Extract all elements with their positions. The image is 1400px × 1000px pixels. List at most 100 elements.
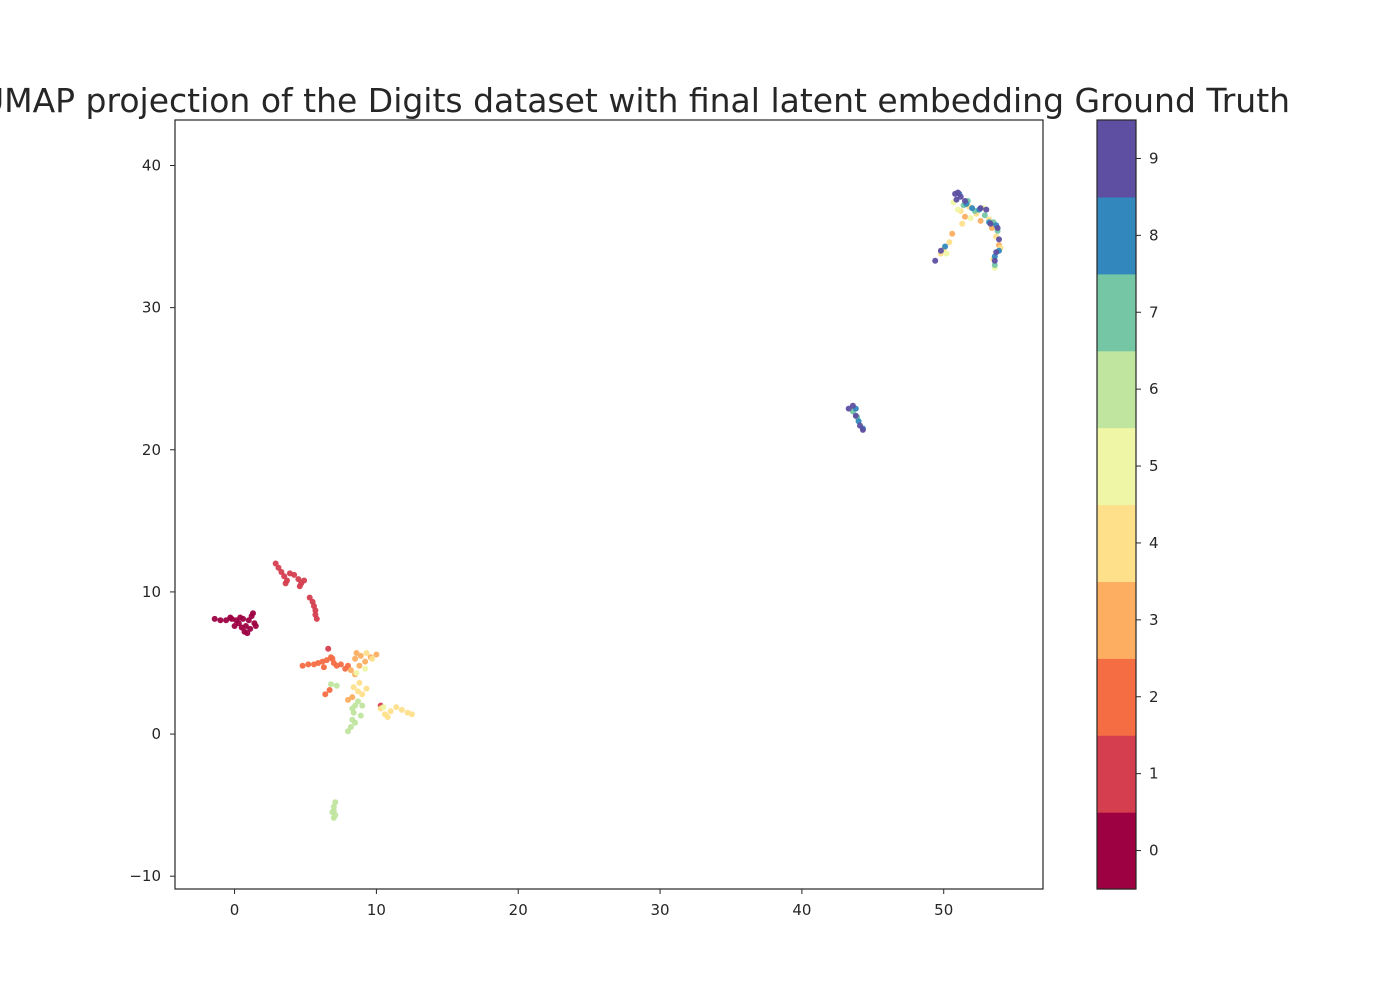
point-class-2-14: [329, 655, 336, 662]
point-class-3-15: [356, 662, 363, 669]
point-class-4-3: [356, 679, 363, 686]
point-class-4-7: [387, 708, 394, 715]
colorbar-segment-6: [1097, 350, 1136, 429]
point-class-2-9: [337, 661, 344, 668]
point-class-9-4: [859, 426, 866, 433]
plot-area-frame: [174, 119, 1044, 890]
point-class-0-0: [211, 615, 218, 622]
point-class-3-5: [373, 651, 380, 658]
colorbar-label-6: 6: [1149, 380, 1159, 398]
point-class-4-24: [959, 220, 966, 227]
point-class-6-5: [355, 698, 361, 705]
y-tick-label-3: 20: [142, 441, 161, 459]
x-tick-label-3: 30: [651, 901, 670, 919]
point-class-0-8: [244, 630, 251, 637]
point-class-1-13: [312, 607, 319, 614]
point-class-3-14: [962, 213, 968, 220]
point-class-9-3: [857, 422, 863, 429]
point-class-4-4: [363, 685, 370, 692]
point-class-1-7: [295, 576, 302, 583]
point-class-4-19: [946, 239, 953, 246]
y-axis: −10 0 10 20 30 40: [129, 156, 175, 885]
point-class-3-13: [949, 230, 956, 237]
point-class-6-6: [359, 702, 366, 709]
point-class-1-2: [278, 569, 285, 575]
point-class-0-9: [242, 623, 249, 629]
point-class-2-1: [305, 661, 312, 668]
point-class-4-11: [408, 711, 415, 718]
point-class-4-9: [398, 706, 405, 713]
point-class-3-6: [347, 667, 354, 674]
colorbar-segment-1: [1097, 735, 1136, 813]
point-class-9-2: [852, 412, 859, 419]
point-class-0-12: [250, 610, 256, 617]
point-class-3-8: [345, 696, 351, 703]
point-class-1-1: [275, 564, 282, 571]
point-class-9-16: [932, 257, 939, 264]
point-class-9-1: [849, 402, 856, 409]
point-class-6-16: [328, 681, 334, 688]
point-class-3-1: [357, 652, 364, 659]
point-class-4-8: [393, 704, 400, 711]
point-class-6-8: [357, 712, 364, 719]
point-class-1-16: [282, 580, 289, 587]
colorbar-segment-3: [1097, 581, 1136, 659]
point-class-5-8: [380, 704, 387, 711]
point-class-0-17: [227, 614, 234, 621]
point-class-4-12: [384, 714, 391, 720]
colorbar-segment-8: [1097, 196, 1136, 275]
point-class-0-1: [217, 617, 224, 624]
point-class-4-1: [355, 688, 361, 695]
colorbar: 0 1 2 3 4 5 6 7 8 9: [1096, 119, 1159, 890]
point-class-9-12: [994, 225, 1001, 231]
point-class-2-12: [322, 691, 329, 698]
point-class-1-9: [301, 577, 308, 584]
point-class-2-0: [299, 662, 306, 669]
point-class-6-10: [330, 803, 337, 810]
point-class-9-11: [987, 220, 994, 227]
point-class-4-2: [359, 691, 366, 698]
point-class-0-16: [231, 623, 238, 629]
point-class-0-14: [252, 623, 259, 629]
point-class-2-11: [345, 662, 351, 669]
x-tick-label-0: 0: [230, 901, 240, 919]
y-tick-label-4: 30: [142, 299, 161, 317]
point-class-9-10: [983, 206, 990, 213]
point-class-9-17: [937, 247, 944, 254]
colorbar-label-7: 7: [1149, 303, 1159, 321]
point-class-9-15: [991, 257, 998, 264]
point-class-6-15: [349, 705, 356, 712]
colorbar-label-5: 5: [1149, 457, 1159, 475]
colorbar-frame: [1096, 119, 1137, 890]
x-tick-label-1: 10: [367, 901, 386, 919]
point-class-9-13: [996, 236, 1002, 243]
colorbar-label-2: 2: [1149, 688, 1159, 706]
y-tick-label-5: 40: [142, 156, 161, 174]
point-class-5-7: [362, 665, 369, 672]
point-class-6-7: [352, 719, 359, 726]
y-tick-label-2: 10: [142, 583, 161, 601]
colorbar-label-4: 4: [1149, 534, 1159, 552]
point-class-9-6: [954, 189, 961, 196]
point-class-3-9: [349, 694, 356, 701]
colorbar-segment-0: [1097, 812, 1136, 890]
point-class-7-6: [991, 262, 998, 268]
point-class-9-8: [962, 198, 968, 204]
point-class-9-14: [993, 249, 1000, 256]
point-class-4-13: [363, 650, 370, 656]
point-class-6-17: [333, 682, 340, 689]
colorbar-label-1: 1: [1149, 765, 1159, 783]
point-class-0-19: [247, 625, 254, 632]
point-class-5-1: [954, 206, 961, 213]
point-class-9-18: [953, 196, 960, 203]
colorbar-label-0: 0: [1149, 842, 1159, 860]
point-class-2-15: [320, 664, 327, 671]
colorbar-segment-5: [1097, 427, 1136, 506]
point-class-5-6: [353, 669, 360, 676]
chart-title: UMAP projection of the Digits dataset wi…: [0, 81, 1290, 120]
x-tick-label-5: 50: [934, 901, 953, 919]
point-class-3-3: [362, 658, 369, 665]
point-class-8-5: [969, 205, 976, 212]
colorbar-label-9: 9: [1149, 149, 1159, 167]
